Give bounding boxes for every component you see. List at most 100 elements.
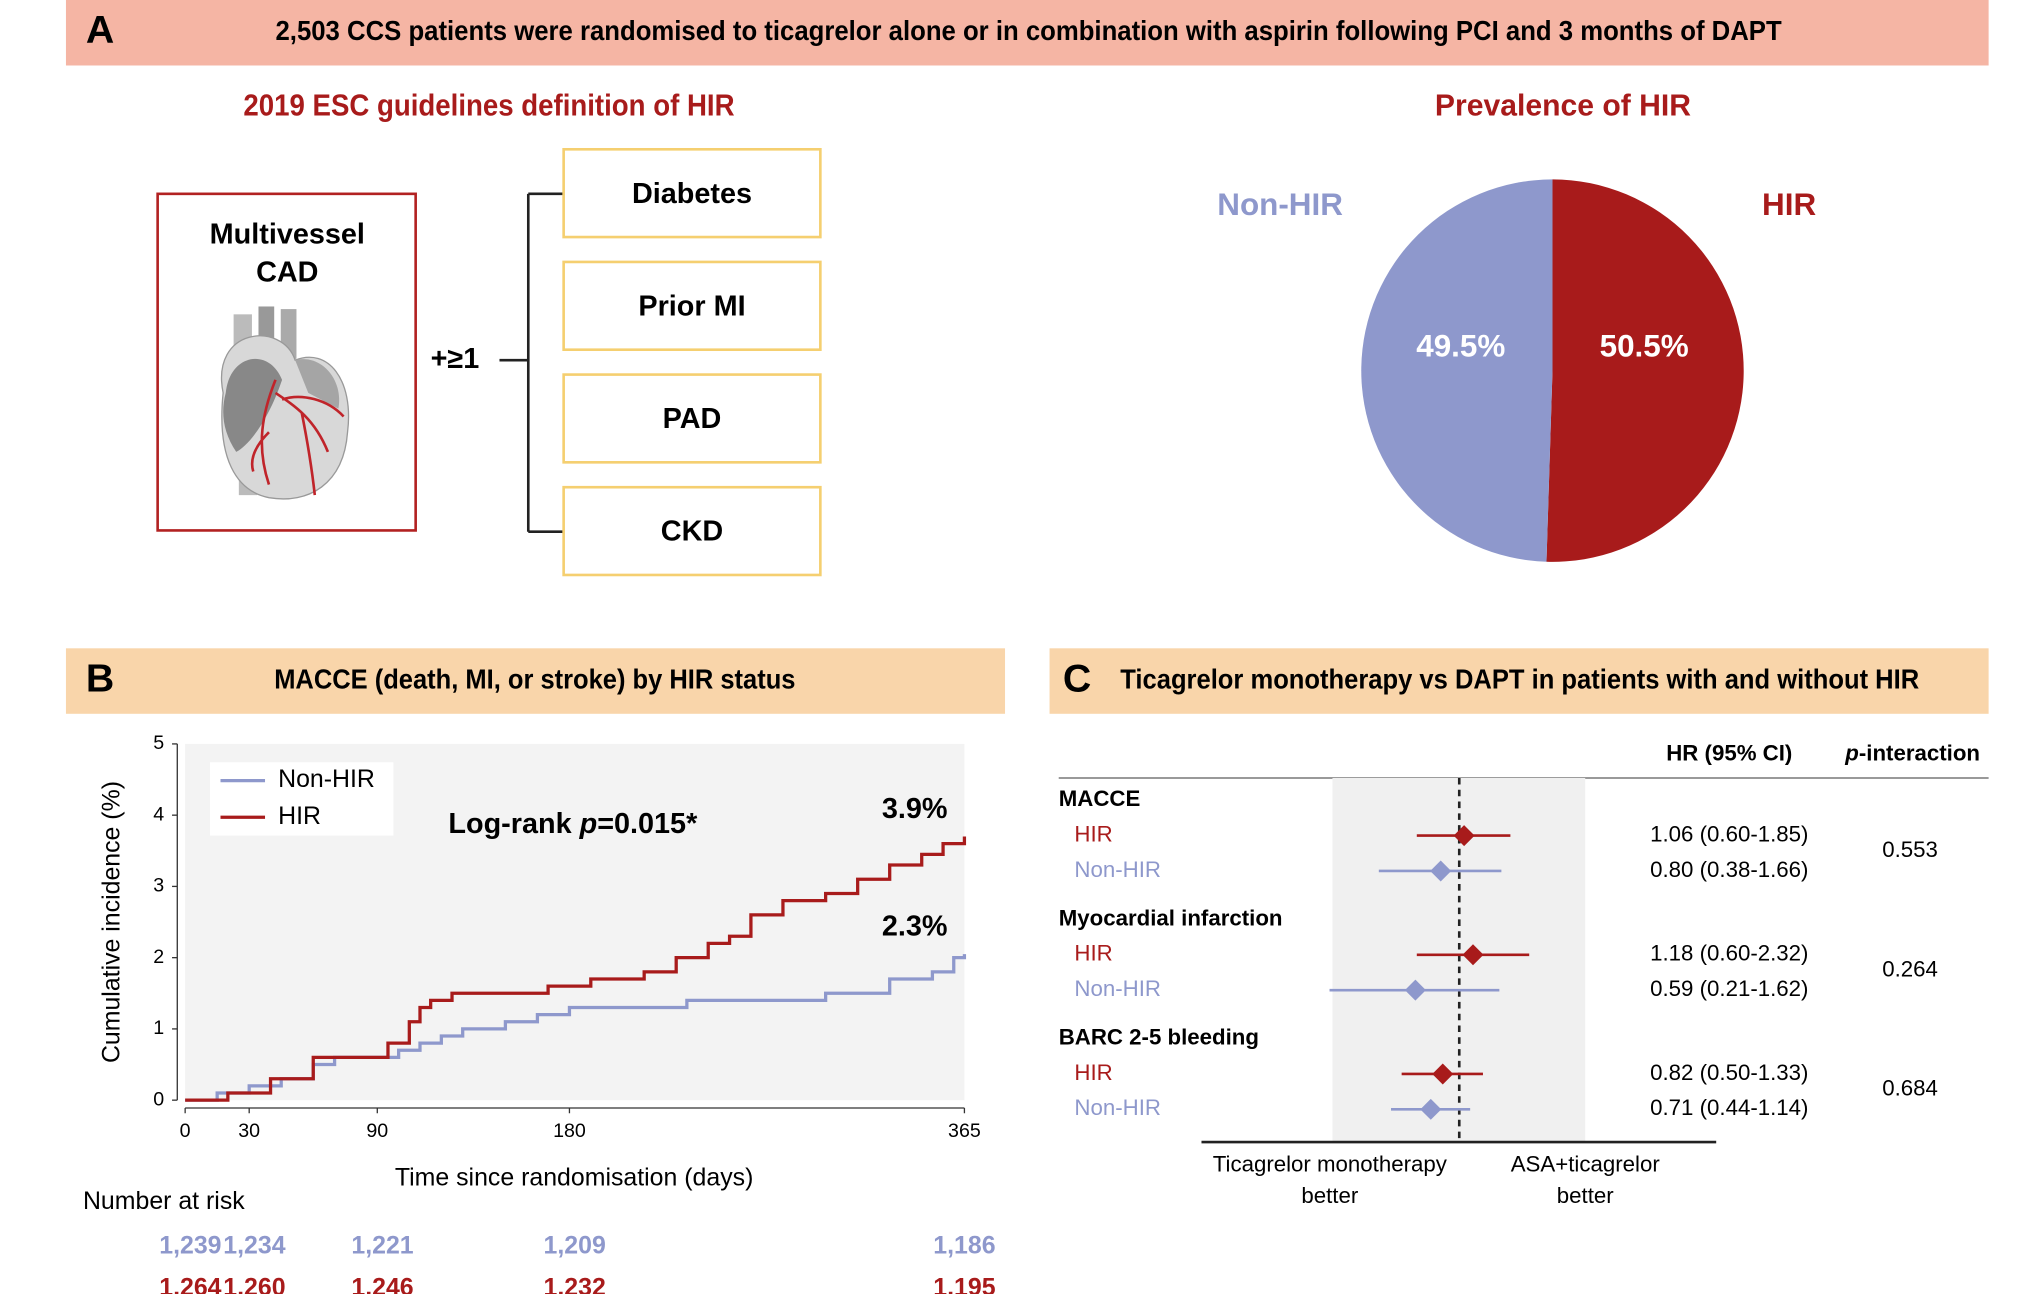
hr-label: 1.06 (0.60-1.85) <box>1650 821 1808 846</box>
x-axis-label: better <box>1301 1183 1358 1208</box>
column-header: HR (95% CI) <box>1666 740 1792 765</box>
x-tick-label: 90 <box>366 1120 388 1142</box>
km-curve <box>185 836 967 1102</box>
hr-diamond <box>1404 979 1426 1001</box>
annotation: Log-rank p=0.015* <box>448 808 698 840</box>
end-label: 3.9% <box>882 793 948 825</box>
at-risk-value: 1,246 <box>351 1273 413 1294</box>
x-axis-label: ASA+ticagrelor <box>1511 1152 1661 1177</box>
pie-value-label: 50.5% <box>1600 329 1689 364</box>
group-label: BARC 2-5 bleeding <box>1059 1024 1259 1049</box>
group-label: MACCE <box>1059 786 1141 811</box>
y-tick-label: 4 <box>153 803 164 825</box>
pie-title: Prevalence of HIR <box>1435 89 1691 122</box>
pie-slice <box>1361 179 1553 562</box>
annotation-part: p <box>579 808 598 840</box>
panel-letter: C <box>1063 656 1091 700</box>
banner <box>65 0 1989 66</box>
at-risk-value: 1,234 <box>223 1231 285 1259</box>
panel-header <box>1049 648 1989 714</box>
row-label: Non-HIR <box>1074 976 1161 1001</box>
legend-label: Non-HIR <box>278 765 375 793</box>
hr-diamond <box>1420 1098 1442 1120</box>
column-header-part: p <box>1844 740 1859 765</box>
hr-diamond <box>1430 860 1452 882</box>
p-interaction: 0.684 <box>1882 1076 1938 1101</box>
pie-category-label: Non-HIR <box>1217 187 1343 222</box>
row-label: HIR <box>1074 1060 1112 1085</box>
annotation-part: Log-rank <box>448 808 579 840</box>
panel-letter: A <box>86 8 114 52</box>
panel-letter: B <box>86 656 114 700</box>
legend-box <box>210 762 394 836</box>
x-tick-label: 0 <box>180 1120 191 1142</box>
x-tick-label: 30 <box>238 1120 260 1142</box>
cad-label: Multivessel <box>210 218 365 250</box>
annotation-part: =0.015* <box>597 808 698 840</box>
pie-category-label: HIR <box>1762 187 1816 222</box>
row-label: HIR <box>1074 821 1112 846</box>
x-axis-label: better <box>1557 1183 1614 1208</box>
column-header: p-interaction <box>1844 740 1980 765</box>
x-axis-label: Ticagrelor monotherapy <box>1213 1152 1448 1177</box>
criterion-label: PAD <box>663 403 722 435</box>
x-tick-label: 180 <box>553 1120 586 1142</box>
chart-title: Ticagrelor monotherapy vs DAPT in patien… <box>1120 663 1919 694</box>
group-label: Myocardial infarction <box>1059 905 1283 930</box>
at-risk-value: 1,232 <box>544 1273 606 1294</box>
y-tick-label: 3 <box>153 875 164 897</box>
column-header-part: -interaction <box>1859 740 1980 765</box>
y-axis-label: Cumulative incidence (%) <box>98 781 126 1063</box>
x-axis-label: Time since randomisation (days) <box>395 1163 754 1191</box>
hr-label: 0.80 (0.38-1.66) <box>1650 857 1808 882</box>
y-tick-label: 2 <box>153 946 164 968</box>
row-label: HIR <box>1074 941 1112 966</box>
criterion-label: Prior MI <box>638 290 745 322</box>
row-label: Non-HIR <box>1074 857 1161 882</box>
chart-title: MACCE (death, MI, or stroke) by HIR stat… <box>274 663 795 694</box>
p-interaction: 0.553 <box>1882 837 1938 862</box>
cad-box <box>156 192 417 532</box>
criterion-label: CKD <box>661 516 723 548</box>
cad-label: CAD <box>256 256 318 288</box>
hr-label: 0.71 (0.44-1.14) <box>1650 1095 1808 1120</box>
banner-title: 2,503 CCS patients were randomised to ti… <box>276 15 1782 46</box>
criterion-box <box>562 147 822 239</box>
criterion-label: Diabetes <box>632 178 752 210</box>
p-interaction: 0.264 <box>1882 956 1938 981</box>
x-tick-label: 365 <box>948 1120 981 1142</box>
pie-slice <box>1546 179 1744 562</box>
y-tick-label: 0 <box>153 1088 164 1110</box>
y-tick-label: 1 <box>153 1017 164 1039</box>
criteria: Diabetes Prior MI PAD CKD <box>562 147 822 577</box>
at-risk-value: 1,239 <box>159 1231 221 1259</box>
criterion-box <box>562 373 822 464</box>
hr-diamond <box>1453 825 1475 847</box>
criterion-box <box>562 485 822 577</box>
at-risk-value: 1,221 <box>351 1231 413 1259</box>
at-risk-value: 1,186 <box>933 1231 995 1259</box>
criterion-box <box>562 260 822 352</box>
at-risk-title: Number at risk <box>83 1187 245 1215</box>
hr-label: 1.18 (0.60-2.32) <box>1650 941 1808 966</box>
row-label: Non-HIR <box>1074 1095 1161 1120</box>
at-risk-value: 1,264 <box>159 1273 221 1294</box>
end-label: 2.3% <box>882 911 948 943</box>
legend-label: HIR <box>278 802 321 830</box>
bracket <box>499 192 564 534</box>
hr-diamond <box>1432 1063 1454 1085</box>
operator: +≥1 <box>431 343 480 375</box>
at-risk-value: 1,195 <box>933 1273 995 1294</box>
y-tick-label: 5 <box>153 732 164 754</box>
hr-label: 0.59 (0.21-1.62) <box>1650 976 1808 1001</box>
heart-icon <box>220 306 350 500</box>
hr-diamond <box>1462 944 1484 966</box>
at-risk-value: 1,260 <box>223 1273 285 1294</box>
at-risk-value: 1,209 <box>544 1231 606 1259</box>
pie-value-label: 49.5% <box>1416 329 1505 364</box>
definition-title: 2019 ESC guidelines definition of HIR <box>243 89 734 122</box>
panel-header <box>65 648 1006 714</box>
hr-label: 0.82 (0.50-1.33) <box>1650 1060 1808 1085</box>
